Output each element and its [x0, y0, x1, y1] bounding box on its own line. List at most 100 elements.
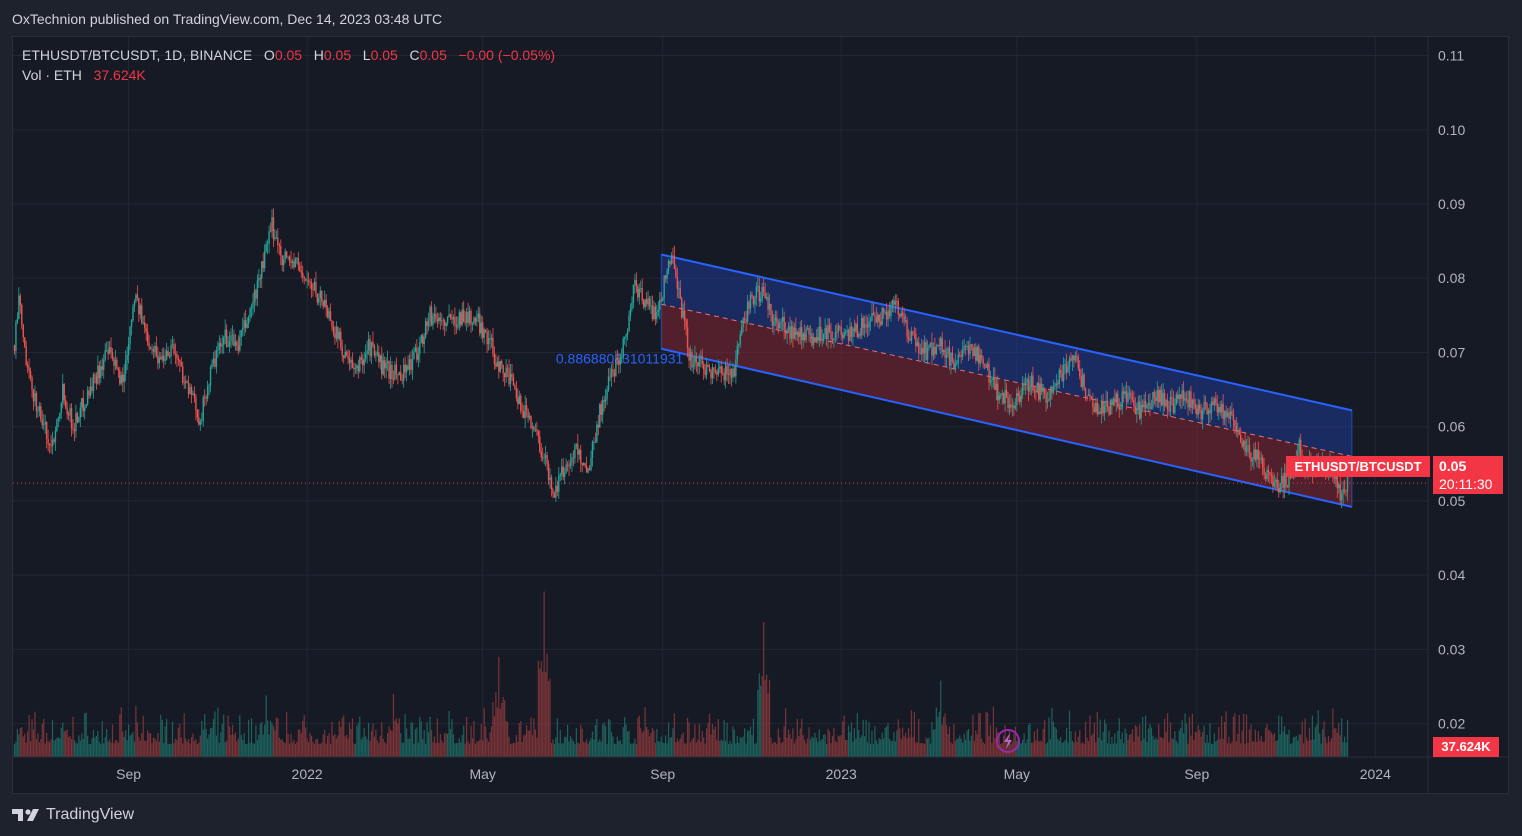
candle-body	[263, 251, 266, 268]
volume-bar	[745, 743, 747, 757]
volume-bar	[785, 708, 787, 757]
volume-bar	[1159, 737, 1161, 757]
volume-bar	[846, 739, 848, 757]
volume-bar	[632, 743, 635, 757]
volume-bar	[1098, 737, 1100, 757]
candle-body	[830, 331, 832, 340]
volume-bar	[1017, 737, 1019, 757]
candle-body	[168, 355, 171, 357]
volume-bar	[477, 741, 479, 757]
volume-bar	[580, 724, 582, 757]
volume-bar	[875, 740, 877, 757]
volume-bar	[1174, 731, 1176, 757]
volume-bar	[1300, 734, 1302, 757]
volume-bar	[190, 737, 193, 757]
candle-body	[98, 365, 101, 379]
volume-bar	[858, 729, 860, 757]
volume-bar	[370, 730, 373, 757]
candle-body	[944, 349, 946, 358]
candle-body	[891, 300, 894, 306]
candle-body	[878, 314, 880, 322]
candle-body	[531, 426, 534, 429]
candle-body	[149, 347, 152, 350]
candle-body	[490, 337, 493, 340]
volume-bar	[73, 740, 76, 757]
candle-body	[75, 413, 77, 432]
candle-body	[784, 330, 787, 334]
candle-body	[234, 341, 237, 347]
volume-bar	[770, 737, 772, 757]
candle-body	[435, 314, 437, 320]
volume-bar	[1311, 715, 1314, 757]
volume-bar	[855, 738, 857, 757]
volume-bar	[474, 743, 476, 757]
volume-bar	[564, 736, 566, 757]
volume-bar	[230, 734, 232, 757]
volume-bar	[973, 741, 975, 757]
candle-body	[331, 320, 333, 327]
volume-bar	[360, 739, 362, 757]
volume-bar	[625, 724, 627, 757]
candle-body	[1288, 470, 1290, 488]
candle-body	[612, 369, 614, 372]
volume-bar	[78, 735, 80, 757]
candle-body	[430, 306, 433, 326]
candle-body	[562, 466, 564, 477]
volume-bar	[22, 736, 24, 757]
volume-bar	[214, 711, 216, 757]
volume-bar	[612, 736, 614, 757]
candle-body	[1253, 449, 1255, 460]
candle-body	[928, 345, 930, 349]
volume-bar	[193, 741, 196, 757]
volume-bar	[1067, 742, 1069, 757]
volume-bar	[698, 723, 700, 757]
candle-body	[1042, 387, 1044, 392]
candle-body	[547, 463, 550, 481]
volume-bar	[1146, 741, 1148, 757]
volume-bar	[969, 741, 971, 757]
volume-bar	[593, 739, 595, 757]
candle-body	[502, 364, 504, 374]
volume-bar	[53, 740, 55, 757]
volume-bar	[365, 736, 367, 757]
high-value: 0.05	[323, 47, 352, 63]
volume-bar	[1172, 739, 1174, 757]
candle-body	[1001, 393, 1003, 396]
candle-body	[992, 376, 995, 381]
volume-bar	[1127, 739, 1129, 757]
symbol-label[interactable]: ETHUSDT/BTCUSDT, 1D, BINANCE	[22, 47, 253, 63]
volume-bar	[1342, 741, 1344, 757]
candle-body	[738, 343, 740, 346]
x-tick-label: 2022	[292, 766, 323, 782]
volume-bar	[161, 719, 163, 757]
volume-bar	[179, 723, 181, 757]
candle-body	[163, 355, 165, 361]
channel-lower-fill	[661, 304, 1352, 507]
candle-body	[1062, 364, 1065, 382]
volume-bar	[457, 742, 459, 757]
volume-bar	[1194, 731, 1196, 757]
volume-bar	[147, 730, 149, 757]
candle-body	[767, 296, 769, 310]
volume-bar	[236, 741, 238, 757]
candle-body	[187, 382, 190, 395]
volume-bar	[1213, 733, 1215, 757]
volume-bar	[606, 743, 608, 757]
volume-label[interactable]: Vol · ETH	[22, 67, 82, 83]
candle-body	[212, 358, 215, 364]
candle-body	[73, 429, 76, 432]
candle-body	[420, 335, 422, 343]
candle-body	[735, 359, 737, 377]
candle-body	[976, 346, 979, 361]
volume-bar	[211, 727, 213, 757]
tradingview-brand[interactable]: TradingView	[46, 806, 135, 823]
volume-bar	[318, 743, 320, 757]
volume-bar	[1250, 724, 1252, 757]
candle-body	[850, 326, 853, 337]
candle-body	[283, 259, 285, 266]
volume-bar	[558, 743, 560, 757]
volume-bar	[21, 727, 23, 757]
candle-body	[1177, 394, 1179, 399]
volume-bar	[686, 717, 689, 757]
